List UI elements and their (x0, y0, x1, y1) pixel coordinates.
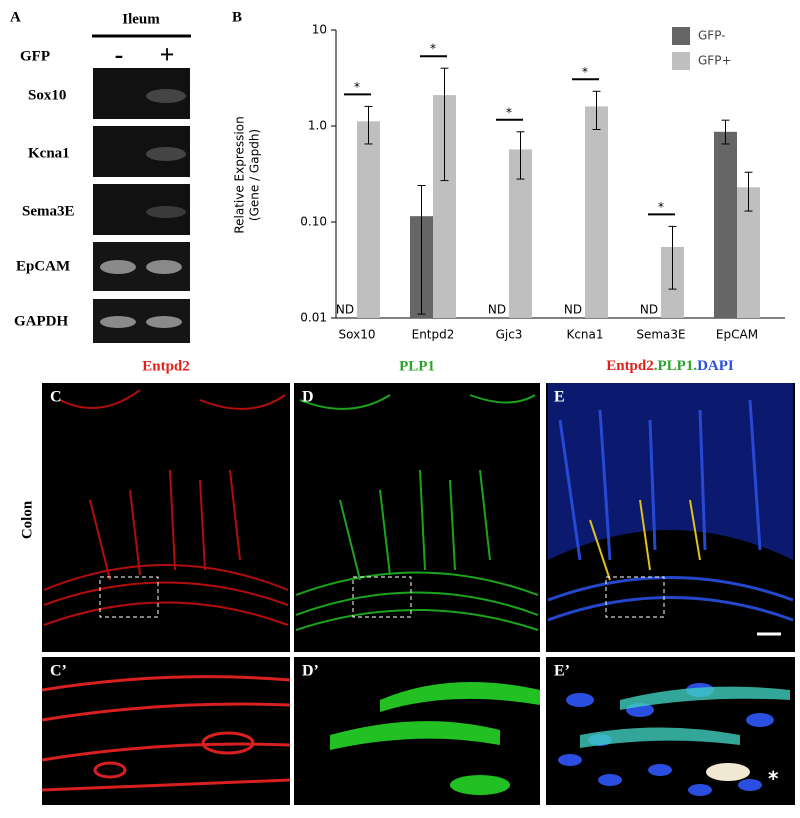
panel-label: D (302, 389, 314, 406)
not-detected: ND (336, 303, 354, 317)
asterisk: * (768, 767, 779, 791)
lane-label: + (160, 40, 175, 69)
x-tick-label: Sema3E (636, 328, 685, 342)
panel-label: A (10, 9, 21, 25)
panel-label: E’ (554, 663, 570, 680)
micrograph (546, 383, 795, 652)
gene-label: EpCAM (16, 258, 70, 274)
y-tick-label: 0.01 (300, 311, 327, 325)
gfp-label: GFP (20, 48, 50, 64)
lane-label: - (115, 40, 124, 69)
legend-swatch (672, 52, 690, 70)
title-part: Entpd2 (606, 358, 654, 374)
gene-label: Sox10 (28, 87, 66, 103)
significance-star: * (506, 105, 512, 119)
significance-star: * (582, 65, 588, 79)
x-tick-label: Kcna1 (566, 328, 603, 342)
legend-label: GFP+ (698, 54, 732, 68)
micrograph (294, 657, 540, 805)
panel-label: B (232, 9, 242, 25)
image-title: Entpd2.PLP1.DAPI (606, 358, 734, 374)
bar (585, 106, 608, 318)
y-axis-label: Relative Expression (233, 116, 247, 233)
bar-chart: 0.01 0.10 1.0 10 Sox10 ND * Entpd2 * Gjc3 ND * Kcna1… (300, 23, 785, 342)
panel-label: E (554, 389, 565, 406)
x-tick-label: Sox10 (339, 328, 376, 342)
micrograph: * (546, 657, 795, 805)
bar (714, 131, 737, 318)
panel-label: D’ (302, 663, 319, 680)
micrograph (294, 383, 540, 652)
x-tick-label: Entpd2 (412, 328, 455, 342)
panel-label: C (50, 389, 62, 406)
bar (509, 149, 532, 318)
x-tick-label: EpCAM (716, 328, 758, 342)
title-part: .PLP1. (654, 358, 698, 374)
significance-star: * (430, 42, 436, 56)
significance-star: * (354, 80, 360, 94)
y-tick-label: 10 (312, 23, 327, 37)
image-title: Entpd2 (142, 358, 190, 374)
gene-label: GAPDH (14, 313, 68, 329)
legend-label: GFP- (698, 29, 726, 43)
gel (93, 68, 190, 343)
not-detected: ND (488, 303, 506, 317)
tissue-label: Ileum (122, 11, 160, 27)
micrograph (41, 657, 291, 805)
not-detected: ND (564, 303, 582, 317)
title-part: DAPI (697, 358, 734, 374)
y-tick-label: 0.10 (300, 215, 327, 229)
bar (357, 121, 380, 318)
micrograph (42, 383, 290, 652)
bar (433, 95, 456, 318)
y-tick-label: 1.0 (308, 119, 327, 133)
gene-label: Kcna1 (28, 145, 70, 161)
bar (737, 187, 760, 318)
x-tick-label: Gjc3 (496, 328, 523, 342)
image-title: PLP1 (399, 358, 435, 374)
significance-star: * (658, 200, 664, 214)
legend-swatch (672, 27, 690, 45)
row-label: Colon (19, 500, 35, 539)
y-axis-label: (Gene / Gapdh) (248, 129, 262, 221)
panel-label: C’ (50, 663, 67, 680)
gene-label: Sema3E (22, 203, 75, 219)
not-detected: ND (640, 303, 658, 317)
